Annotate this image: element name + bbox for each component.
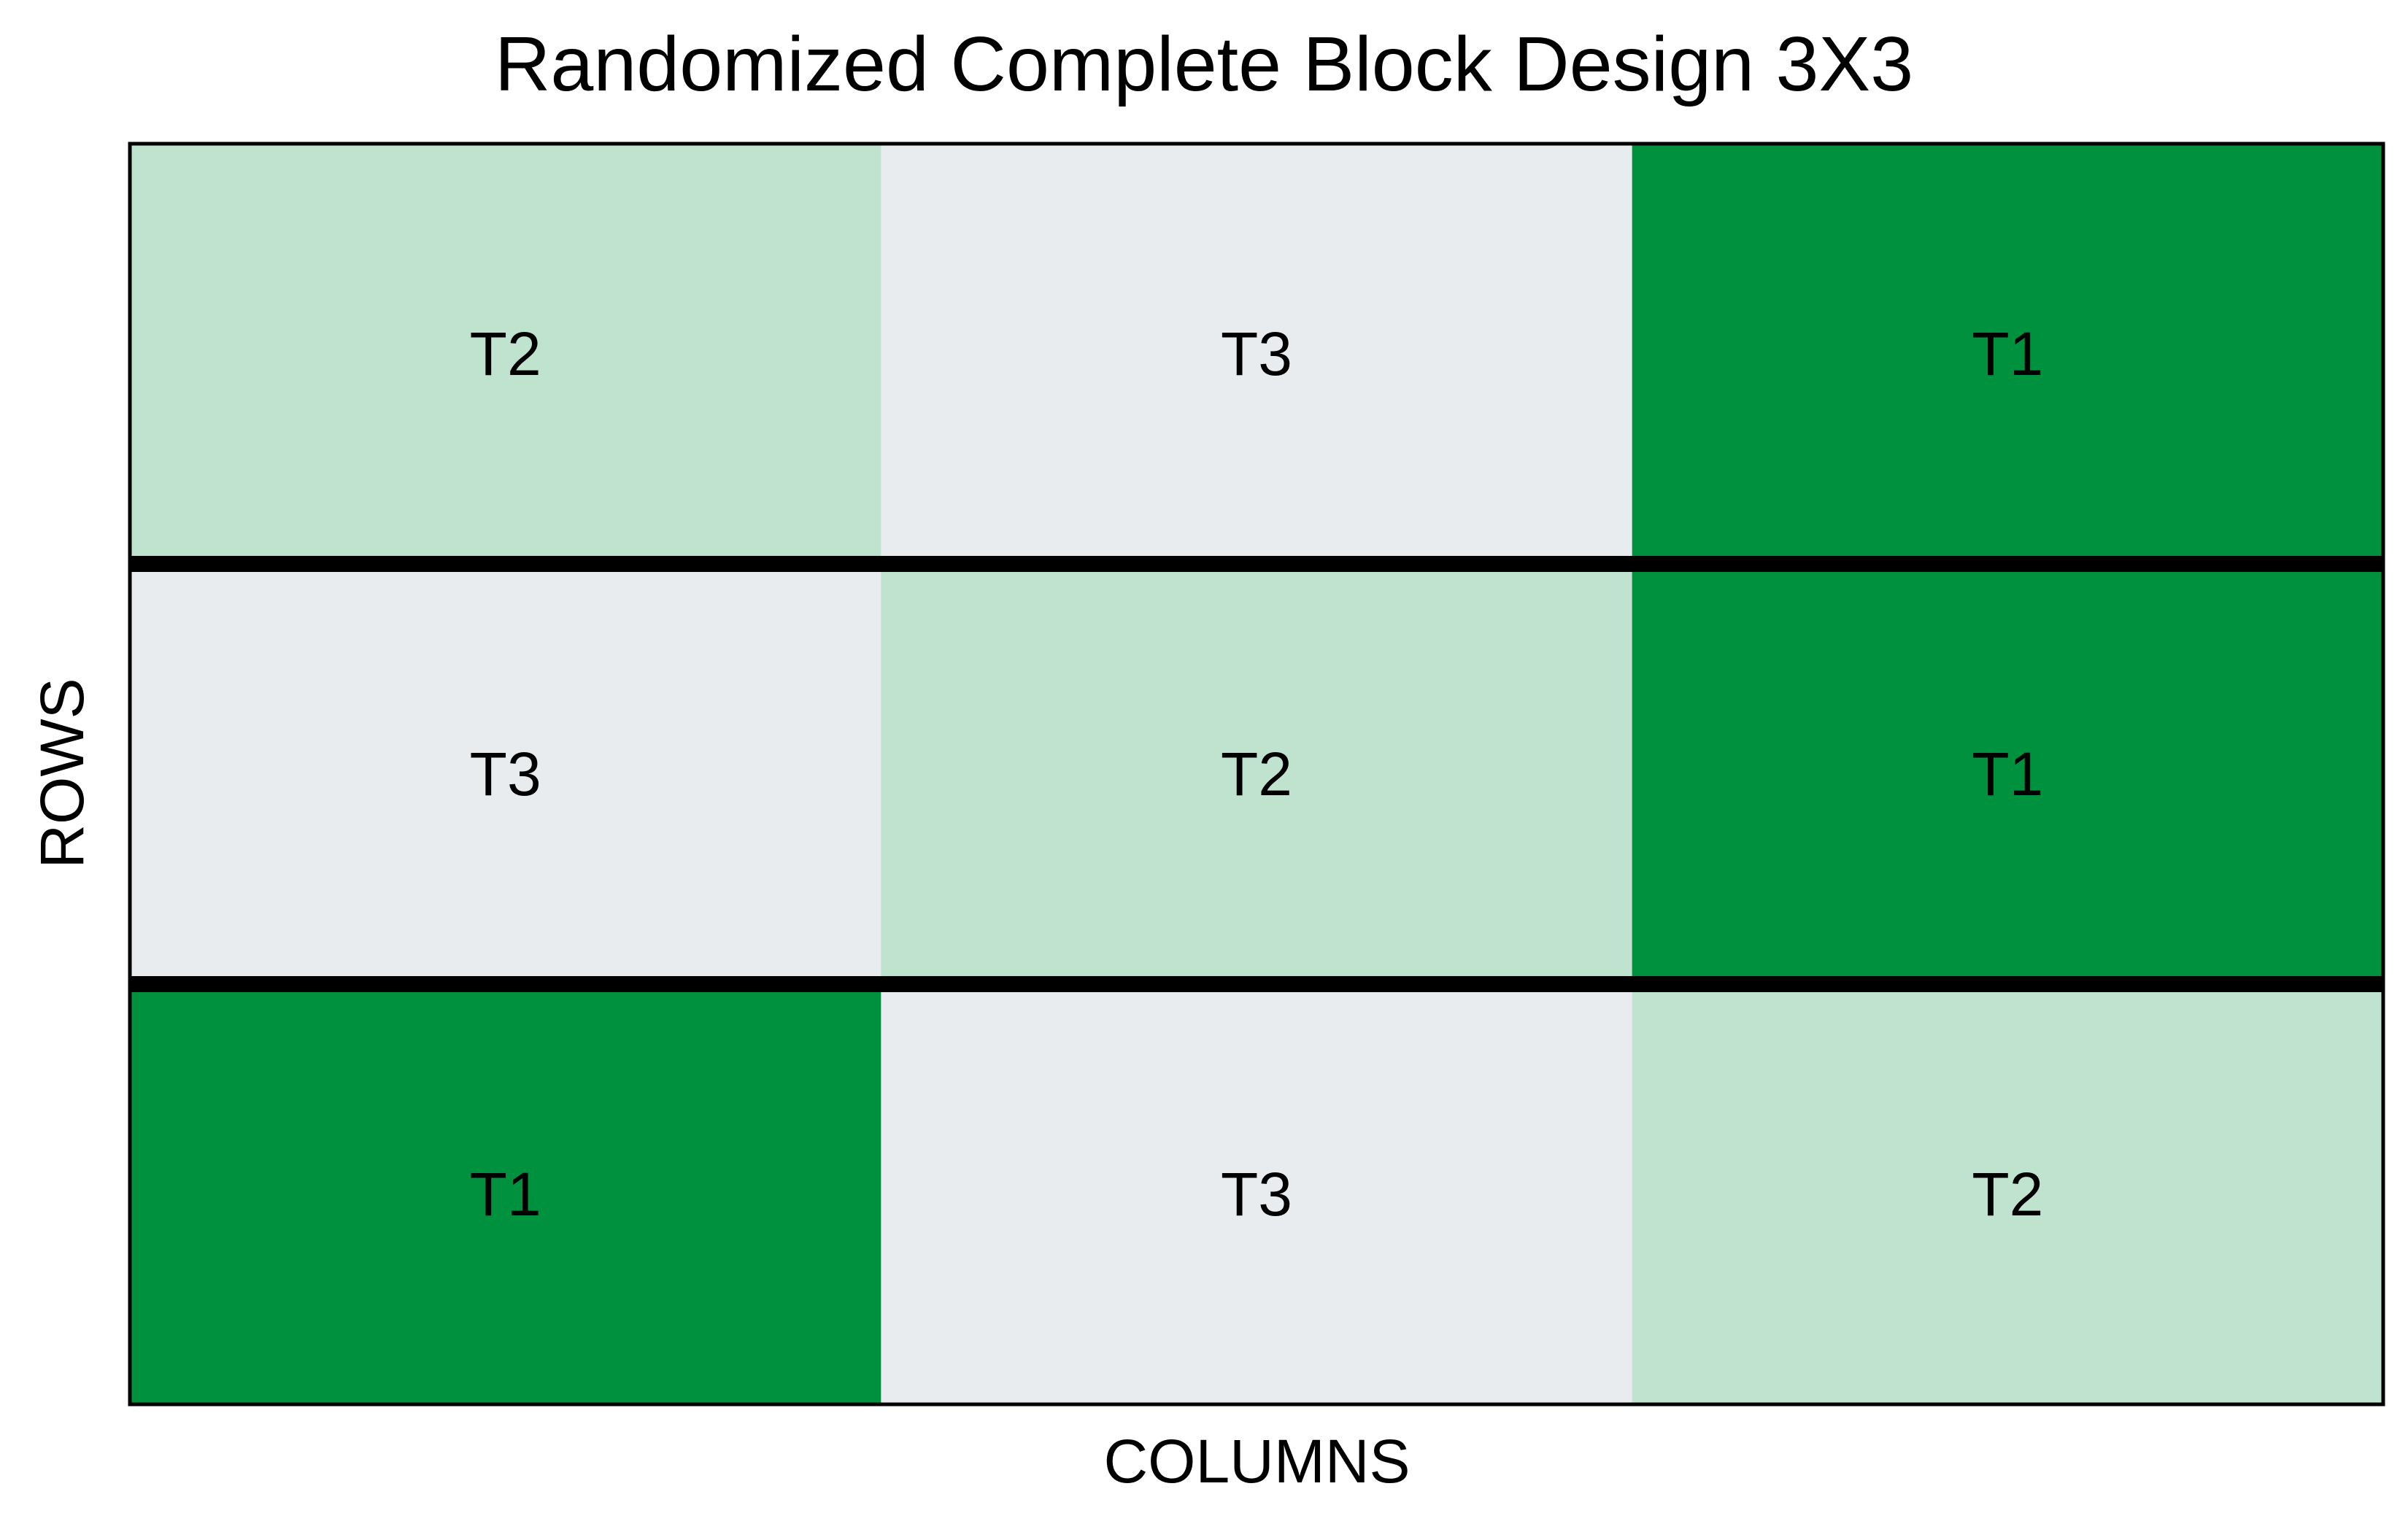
block-separator-1 [130, 556, 2383, 572]
treatment-label-r2-c3: T1 [1972, 740, 2043, 808]
plot-cell-r3-c2 [881, 984, 1633, 1405]
plot-cell-r1-c1 [130, 144, 881, 565]
treatment-label-r1-c3: T1 [1972, 320, 2043, 388]
treatment-label-r1-c2: T3 [1221, 320, 1292, 388]
plot-cell-r3-c3 [1632, 984, 2384, 1405]
plot-cell-r2-c1 [130, 564, 881, 985]
plot-cell-r2-c2 [881, 564, 1633, 985]
plot-frame [128, 142, 2385, 1407]
treatment-label-r2-c1: T3 [470, 740, 541, 808]
block-separator-2 [130, 976, 2383, 992]
plot-cell-r3-c1 [130, 984, 881, 1405]
treatment-label-r3-c3: T2 [1972, 1160, 2043, 1229]
plot-cell-r1-c2 [881, 144, 1633, 565]
chart-title: Randomized Complete Block Design 3X3 [494, 21, 1914, 107]
x-axis-label: COLUMNS [1103, 1427, 1411, 1496]
treatment-label-r3-c1: T1 [470, 1160, 541, 1229]
treatment-label-r2-c2: T2 [1221, 740, 1292, 808]
plot-cell-r1-c3 [1632, 144, 2384, 565]
treatment-label-r3-c2: T3 [1221, 1160, 1292, 1229]
plot-cell-r2-c3 [1632, 564, 2384, 985]
treatment-label-r1-c1: T2 [470, 320, 541, 388]
